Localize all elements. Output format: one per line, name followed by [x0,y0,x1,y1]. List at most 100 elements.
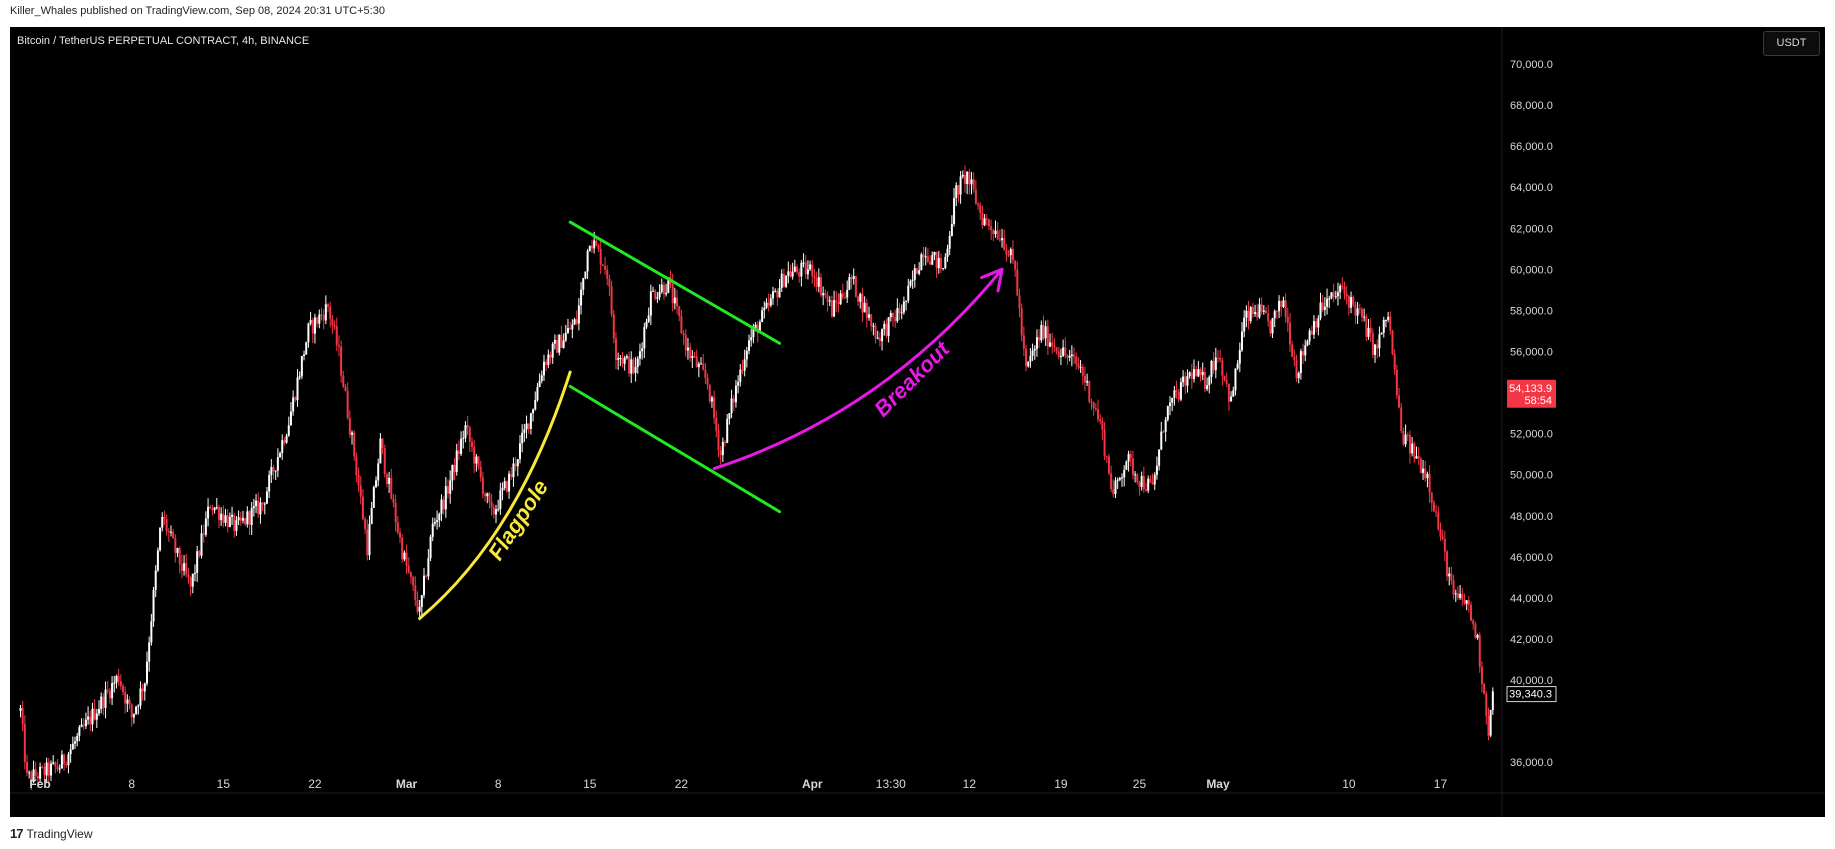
candle [1417,456,1420,459]
candle [1184,376,1187,386]
candle [176,548,179,553]
candle [220,513,223,521]
candle [1376,344,1379,349]
candle [265,491,268,504]
footer-brand-label: TradingView [26,826,93,841]
candle [1269,320,1272,334]
candle [132,713,135,718]
candle [1304,345,1307,356]
candle [1046,326,1049,347]
candle [1225,380,1228,384]
candle [538,380,541,387]
candle [1343,286,1346,294]
candle [1315,321,1318,328]
current-price-box [1506,686,1557,703]
y-tick-label: 58,000.0 [1510,305,1553,317]
candle [97,709,100,714]
candle [479,467,482,478]
candle [353,432,356,457]
candle [93,708,96,720]
candle [1245,310,1248,318]
candle [946,248,949,257]
candle [305,342,308,355]
candle [399,532,402,538]
currency-button[interactable]: USDT [1763,31,1820,56]
candle [863,302,866,313]
candle [1326,298,1329,307]
candle [32,769,35,782]
candle [1260,304,1263,312]
candle [438,513,441,521]
candle [959,176,962,195]
candle [1053,346,1056,348]
candle [1247,310,1250,322]
candle [857,296,860,302]
candle [1044,326,1047,339]
candle [464,425,467,438]
candle [30,772,33,782]
candle [1005,250,1008,255]
x-tick-label: 15 [583,777,597,791]
candle [787,271,790,276]
candle [327,304,330,307]
candle [1378,334,1381,349]
candle [381,438,384,449]
candle [505,481,508,492]
candle [423,575,426,596]
candle [641,348,644,352]
candle [268,475,271,492]
candle [361,496,364,520]
candle [1214,357,1217,371]
candle [78,727,81,736]
candle [246,511,249,525]
candle [638,351,641,359]
candle [1094,408,1097,410]
price-chart[interactable]: FlagpoleBreakout70,000.068,000.066,000.0… [10,27,1825,817]
candle [717,430,720,451]
candle [758,321,761,334]
candle [1092,402,1095,409]
candle [739,369,742,382]
candle [1284,300,1287,317]
candle [342,375,345,387]
candle [809,264,812,270]
candle [841,293,844,298]
candle [501,487,504,491]
candle [881,329,884,342]
candle [660,284,663,292]
candle [1086,380,1089,383]
candle [128,699,131,705]
chart-frame[interactable]: Flagpole Breakout 70,000.0 68,000.0 66,000.0… [10,27,1825,817]
candle [839,293,842,305]
candle [534,400,537,410]
candle [817,277,820,287]
candle [909,280,912,286]
candle [283,440,286,443]
y-tick-label: 60,000.0 [1510,264,1553,276]
candle [525,423,528,430]
candle [311,320,314,334]
candle [1075,356,1078,364]
candle [357,474,360,486]
candle [510,473,513,478]
candle [237,517,240,521]
candle [231,514,234,517]
candle [926,256,929,262]
candle [702,363,705,370]
candle [977,203,980,206]
candle [1206,385,1209,390]
candle [76,735,79,742]
candle [900,312,903,314]
candle [1489,710,1492,736]
candle [835,300,838,303]
candle [1358,308,1361,310]
candle [785,275,788,287]
candle [1020,308,1023,336]
candle [939,257,942,269]
candle [549,354,552,358]
candle [50,763,53,776]
candle [564,332,567,341]
x-tick-label: 8 [495,777,502,791]
candle [1411,443,1414,454]
candle [337,345,340,347]
